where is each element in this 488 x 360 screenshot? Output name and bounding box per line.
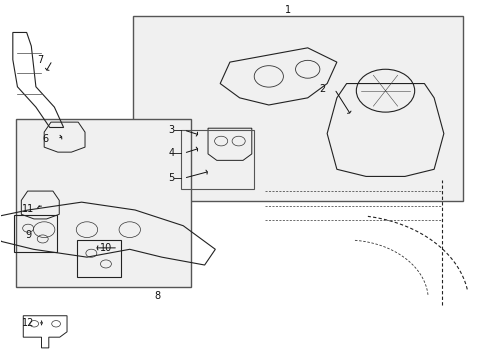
Text: 5: 5 (168, 173, 174, 183)
Text: 2: 2 (319, 84, 325, 94)
Bar (77, 240, 120, 277)
Bar (16, 119, 191, 287)
Text: 6: 6 (42, 134, 48, 144)
Text: 3: 3 (168, 125, 174, 135)
Text: 11: 11 (22, 203, 34, 213)
Bar (181, 130, 254, 189)
Text: 7: 7 (37, 55, 43, 65)
Text: 9: 9 (25, 230, 31, 240)
Text: 1: 1 (285, 5, 291, 15)
Text: 10: 10 (100, 243, 112, 253)
Bar (14, 215, 57, 252)
Text: 4: 4 (168, 148, 174, 158)
Text: 12: 12 (22, 318, 34, 328)
Text: 8: 8 (154, 291, 160, 301)
Bar (132, 16, 462, 202)
